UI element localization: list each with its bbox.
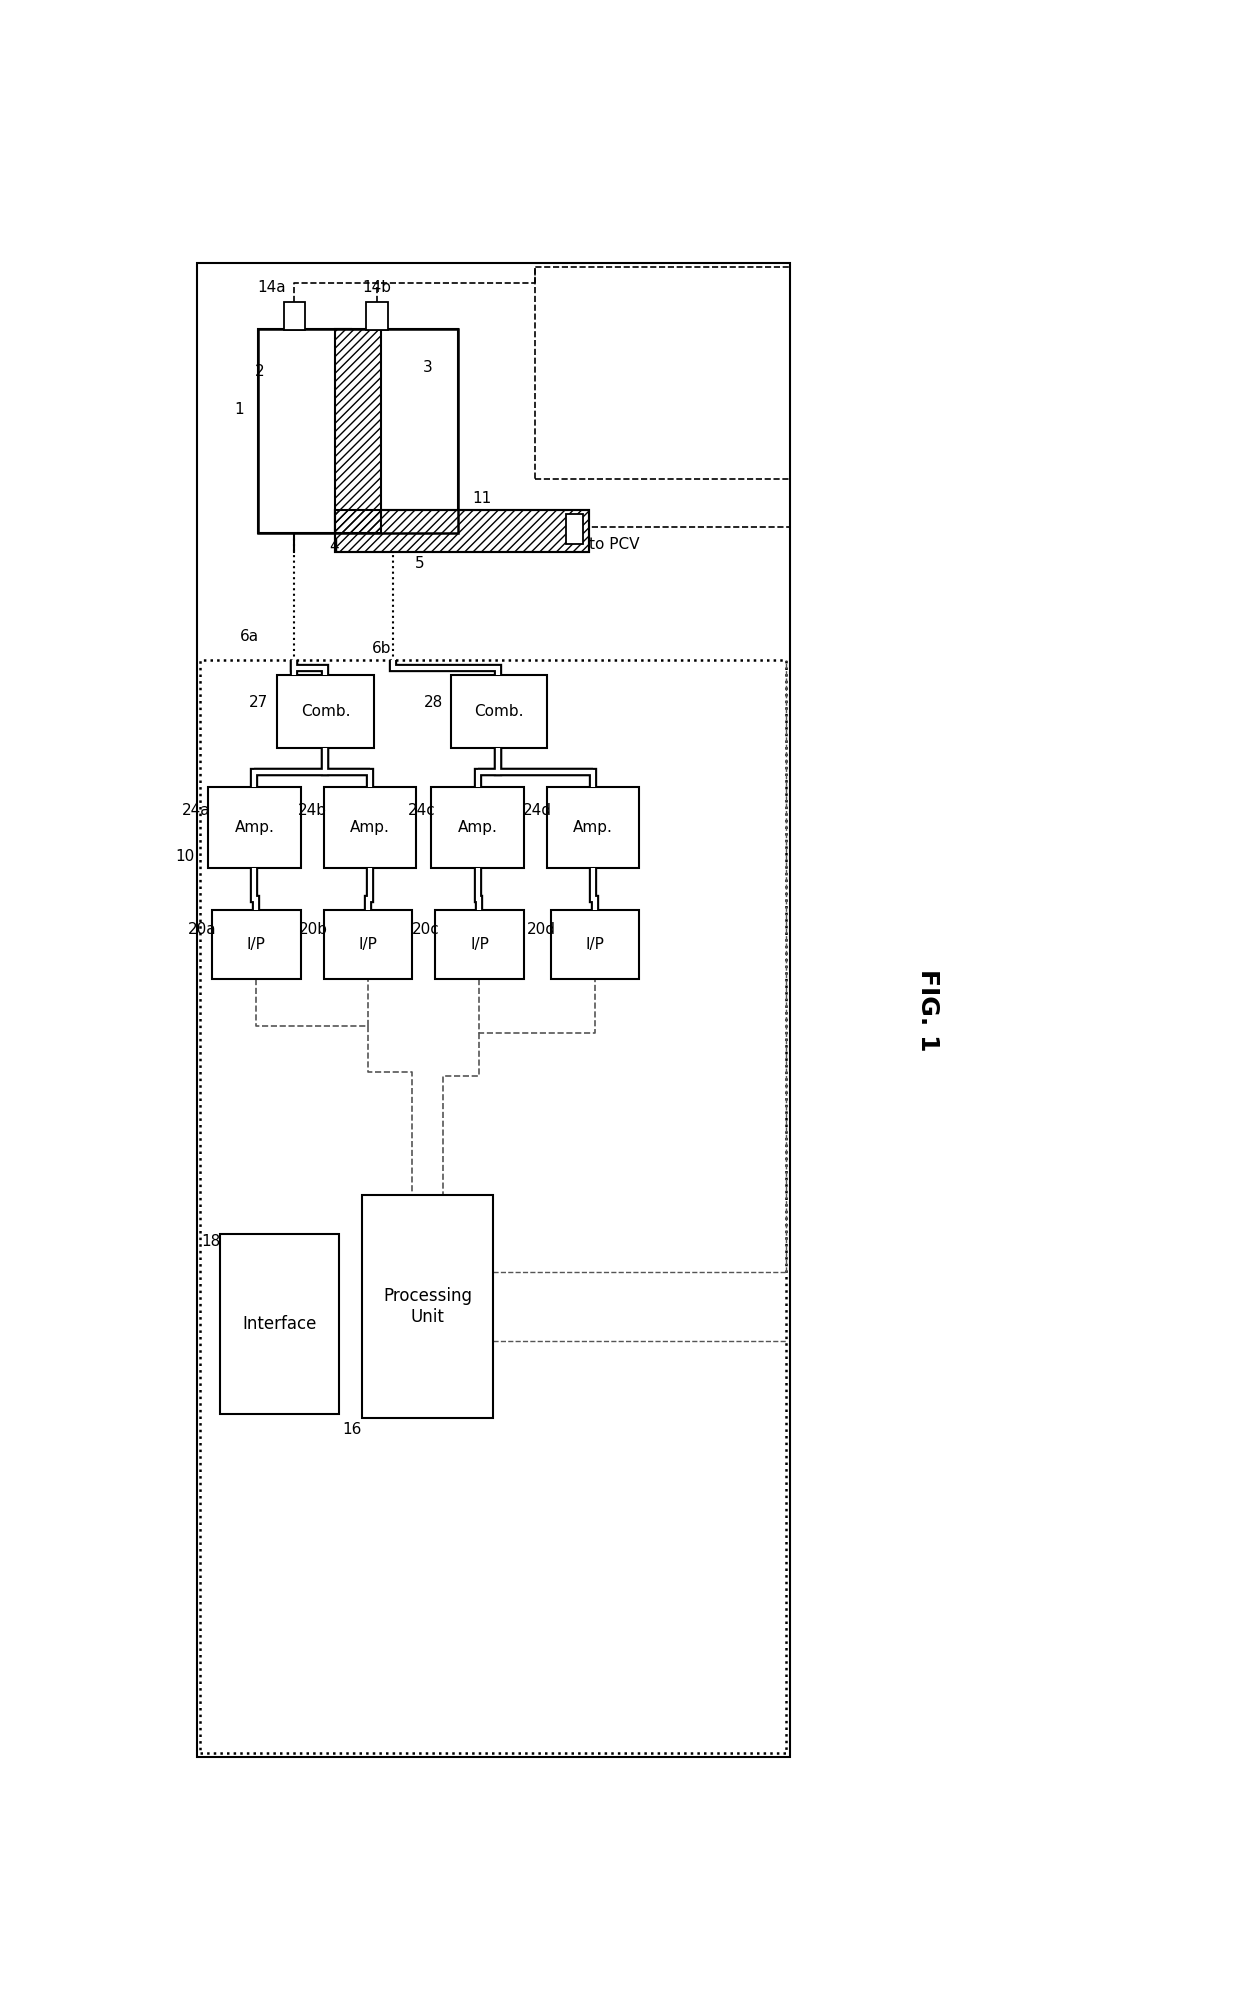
Bar: [324, 911, 412, 979]
Text: Amp.: Amp.: [350, 821, 389, 835]
Bar: [212, 911, 300, 979]
Text: I/P: I/P: [358, 937, 377, 953]
Text: Amp.: Amp.: [234, 821, 274, 835]
Text: Processing
Unit: Processing Unit: [383, 1287, 472, 1325]
Bar: [362, 1195, 494, 1417]
Bar: [208, 787, 300, 867]
Bar: [366, 328, 459, 533]
Text: 20d: 20d: [527, 921, 556, 937]
Bar: [432, 787, 523, 867]
Bar: [197, 264, 790, 1758]
Text: I/P: I/P: [247, 937, 265, 953]
Bar: [324, 787, 417, 867]
Text: I/P: I/P: [470, 937, 489, 953]
Text: 20a: 20a: [187, 921, 216, 937]
Text: Interface: Interface: [242, 1315, 316, 1333]
Bar: [335, 328, 382, 533]
Text: 27: 27: [248, 695, 268, 711]
Text: 10: 10: [175, 849, 195, 863]
Text: 20b: 20b: [299, 921, 329, 937]
Text: Amp.: Amp.: [458, 821, 497, 835]
Bar: [258, 328, 351, 533]
Bar: [201, 661, 786, 1754]
Bar: [435, 911, 523, 979]
Text: 24c: 24c: [408, 803, 435, 817]
Text: 5: 5: [415, 557, 425, 571]
Bar: [536, 266, 790, 478]
Text: 20c: 20c: [412, 921, 440, 937]
Bar: [551, 911, 640, 979]
Text: 24b: 24b: [298, 803, 326, 817]
Text: 11: 11: [472, 490, 491, 507]
Text: 18: 18: [201, 1233, 219, 1249]
Text: 28: 28: [424, 695, 444, 711]
Text: Comb.: Comb.: [474, 705, 523, 719]
Text: I/P: I/P: [585, 937, 605, 953]
Bar: [278, 675, 373, 749]
Text: 14b: 14b: [362, 280, 392, 296]
Text: to PCV: to PCV: [589, 537, 640, 553]
Text: 6a: 6a: [239, 629, 258, 645]
Text: 1: 1: [234, 402, 244, 416]
Text: 6b: 6b: [372, 641, 391, 657]
Text: Amp.: Amp.: [573, 821, 613, 835]
Bar: [284, 302, 305, 330]
Bar: [335, 511, 589, 553]
Bar: [258, 328, 459, 533]
Text: 3: 3: [423, 360, 433, 374]
Text: FIG. 1: FIG. 1: [916, 969, 940, 1051]
Bar: [567, 515, 583, 545]
Text: 14a: 14a: [258, 280, 286, 296]
Text: Comb.: Comb.: [301, 705, 351, 719]
Bar: [547, 787, 640, 867]
Text: 2: 2: [255, 364, 264, 378]
Bar: [335, 511, 589, 553]
Bar: [219, 1233, 339, 1415]
Text: 4: 4: [329, 539, 339, 555]
Text: 16: 16: [342, 1421, 362, 1437]
Text: 24a: 24a: [182, 803, 211, 817]
Bar: [335, 511, 589, 553]
Bar: [366, 302, 388, 330]
Text: 24d: 24d: [522, 803, 552, 817]
Bar: [450, 675, 547, 749]
